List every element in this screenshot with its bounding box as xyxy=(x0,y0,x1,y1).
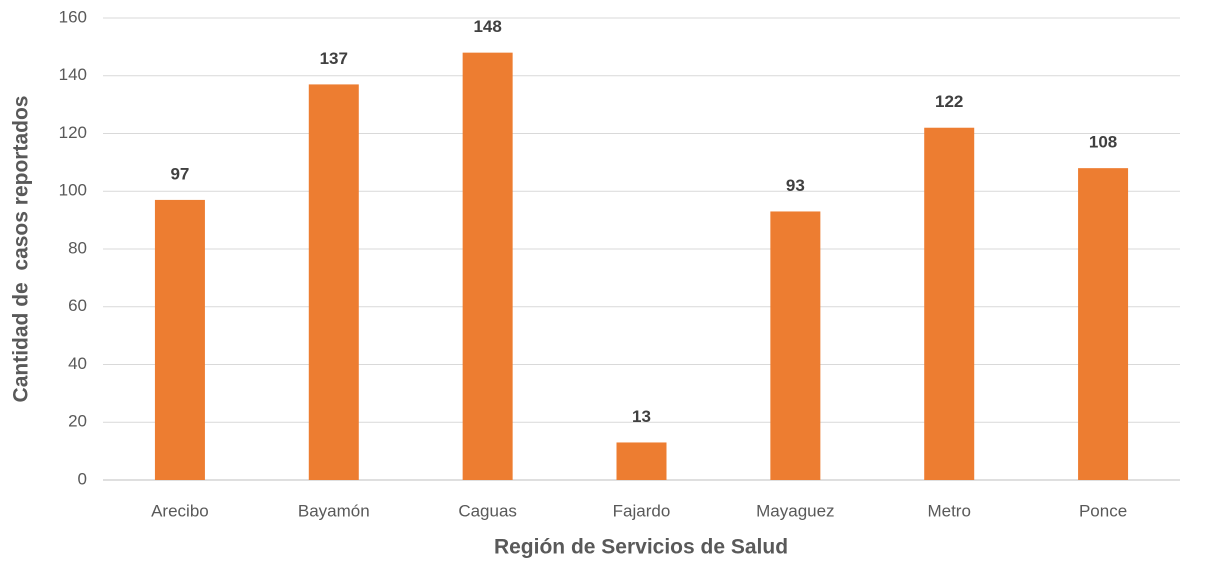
x-tick-label: Metro xyxy=(927,501,970,520)
x-tick-label: Bayamón xyxy=(298,501,370,520)
y-tick-label: 40 xyxy=(68,354,87,373)
bar xyxy=(770,211,821,480)
value-label: 122 xyxy=(935,92,963,111)
y-tick-label: 140 xyxy=(59,65,87,84)
bar xyxy=(924,127,975,480)
y-tick-label: 160 xyxy=(59,7,87,26)
value-label: 93 xyxy=(786,176,805,195)
y-tick-label: 100 xyxy=(59,181,87,200)
bar xyxy=(308,84,359,480)
x-tick-label: Caguas xyxy=(458,501,517,520)
value-label: 148 xyxy=(473,17,501,36)
value-label: 13 xyxy=(632,407,651,426)
y-tick-label: 120 xyxy=(59,123,87,142)
x-tick-label: Ponce xyxy=(1079,501,1127,520)
value-label: 108 xyxy=(1089,133,1117,152)
bar xyxy=(154,199,205,480)
x-tick-label: Fajardo xyxy=(613,501,671,520)
y-tick-label: 0 xyxy=(78,469,87,488)
value-label: 97 xyxy=(170,164,189,183)
x-tick-label: Arecibo xyxy=(151,501,209,520)
y-tick-label: 60 xyxy=(68,296,87,315)
y-tick-label: 80 xyxy=(68,238,87,257)
bar xyxy=(1078,168,1129,480)
x-tick-label: Mayaguez xyxy=(756,501,834,520)
y-axis-title: Cantidad de casos reportados xyxy=(10,96,33,403)
value-label: 137 xyxy=(320,49,348,68)
y-tick-label: 20 xyxy=(68,412,87,431)
bar xyxy=(616,442,667,480)
bar xyxy=(462,52,513,481)
x-axis-title: Región de Servicios de Salud xyxy=(494,536,788,559)
